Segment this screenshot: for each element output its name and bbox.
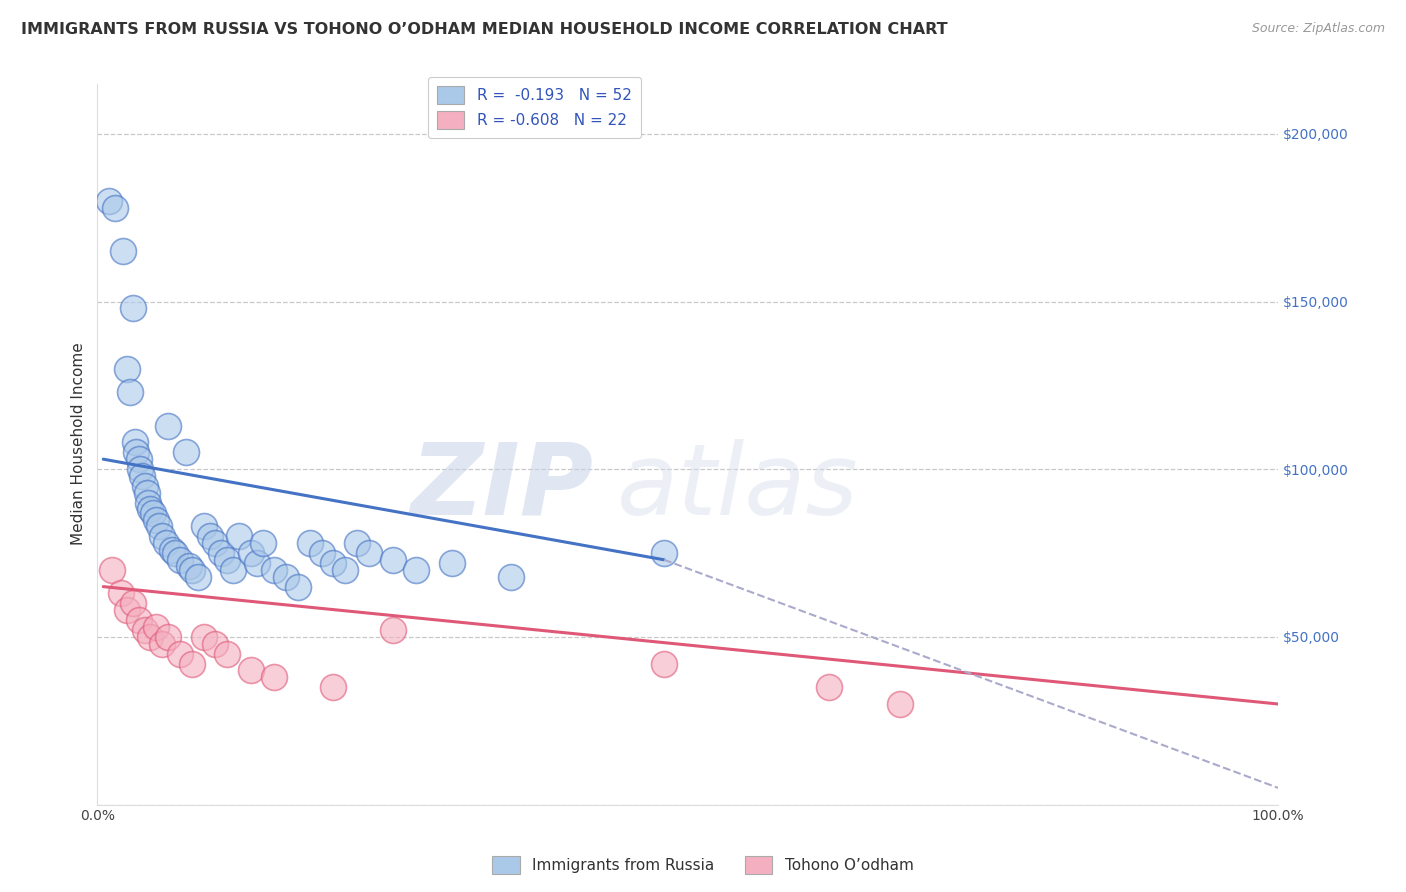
Point <box>180 563 202 577</box>
Point <box>204 536 226 550</box>
Point <box>193 630 215 644</box>
Point <box>160 542 183 557</box>
Point <box>818 680 841 694</box>
Point <box>287 580 309 594</box>
Point <box>222 563 245 577</box>
Point <box>276 569 298 583</box>
Legend: Immigrants from Russia, Tohono O’odham: Immigrants from Russia, Tohono O’odham <box>486 850 920 880</box>
Point <box>165 546 187 560</box>
Point <box>311 546 333 560</box>
Point <box>381 553 404 567</box>
Point <box>335 563 357 577</box>
Y-axis label: Median Household Income: Median Household Income <box>72 343 86 545</box>
Point <box>121 301 143 316</box>
Legend: R =  -0.193   N = 52, R = -0.608   N = 22: R = -0.193 N = 52, R = -0.608 N = 22 <box>427 77 641 138</box>
Text: atlas: atlas <box>617 439 859 536</box>
Point <box>112 244 135 259</box>
Point <box>115 361 138 376</box>
Point <box>346 536 368 550</box>
Point <box>179 559 201 574</box>
Text: IMMIGRANTS FROM RUSSIA VS TOHONO O’ODHAM MEDIAN HOUSEHOLD INCOME CORRELATION CHA: IMMIGRANTS FROM RUSSIA VS TOHONO O’ODHAM… <box>21 22 948 37</box>
Point <box>180 657 202 671</box>
Point <box>357 546 380 560</box>
Point <box>120 385 142 400</box>
Point <box>136 496 159 510</box>
Point <box>100 563 122 577</box>
Point <box>239 546 262 560</box>
Point <box>405 563 427 577</box>
Point <box>155 536 177 550</box>
Point <box>131 469 153 483</box>
Point <box>145 620 167 634</box>
Point <box>198 529 221 543</box>
Point <box>298 536 321 550</box>
Point <box>239 664 262 678</box>
Point <box>128 452 150 467</box>
Point <box>139 502 162 516</box>
Point <box>115 603 138 617</box>
Point <box>157 418 180 433</box>
Point <box>228 529 250 543</box>
Point <box>124 435 146 450</box>
Point <box>322 680 344 694</box>
Point <box>889 697 911 711</box>
Point <box>652 657 675 671</box>
Point <box>157 630 180 644</box>
Point <box>169 647 191 661</box>
Text: Source: ZipAtlas.com: Source: ZipAtlas.com <box>1251 22 1385 36</box>
Point <box>187 569 209 583</box>
Point <box>128 462 150 476</box>
Point <box>125 445 148 459</box>
Point <box>193 519 215 533</box>
Point <box>98 194 121 208</box>
Point <box>209 546 232 560</box>
Point <box>322 556 344 570</box>
Point <box>142 506 165 520</box>
Point <box>252 536 274 550</box>
Point <box>169 553 191 567</box>
Point <box>217 647 239 661</box>
Text: ZIP: ZIP <box>411 439 593 536</box>
Point <box>499 569 522 583</box>
Point <box>652 546 675 560</box>
Point <box>139 630 162 644</box>
Point <box>217 553 239 567</box>
Point <box>263 670 285 684</box>
Point <box>128 613 150 627</box>
Point <box>134 624 156 638</box>
Point <box>204 637 226 651</box>
Point <box>110 586 132 600</box>
Point <box>134 479 156 493</box>
Point <box>381 624 404 638</box>
Point <box>174 445 197 459</box>
Point <box>148 519 170 533</box>
Point <box>150 529 173 543</box>
Point <box>136 485 159 500</box>
Point <box>104 201 127 215</box>
Point <box>263 563 285 577</box>
Point <box>440 556 463 570</box>
Point <box>145 512 167 526</box>
Point <box>246 556 269 570</box>
Point <box>150 637 173 651</box>
Point <box>121 596 143 610</box>
